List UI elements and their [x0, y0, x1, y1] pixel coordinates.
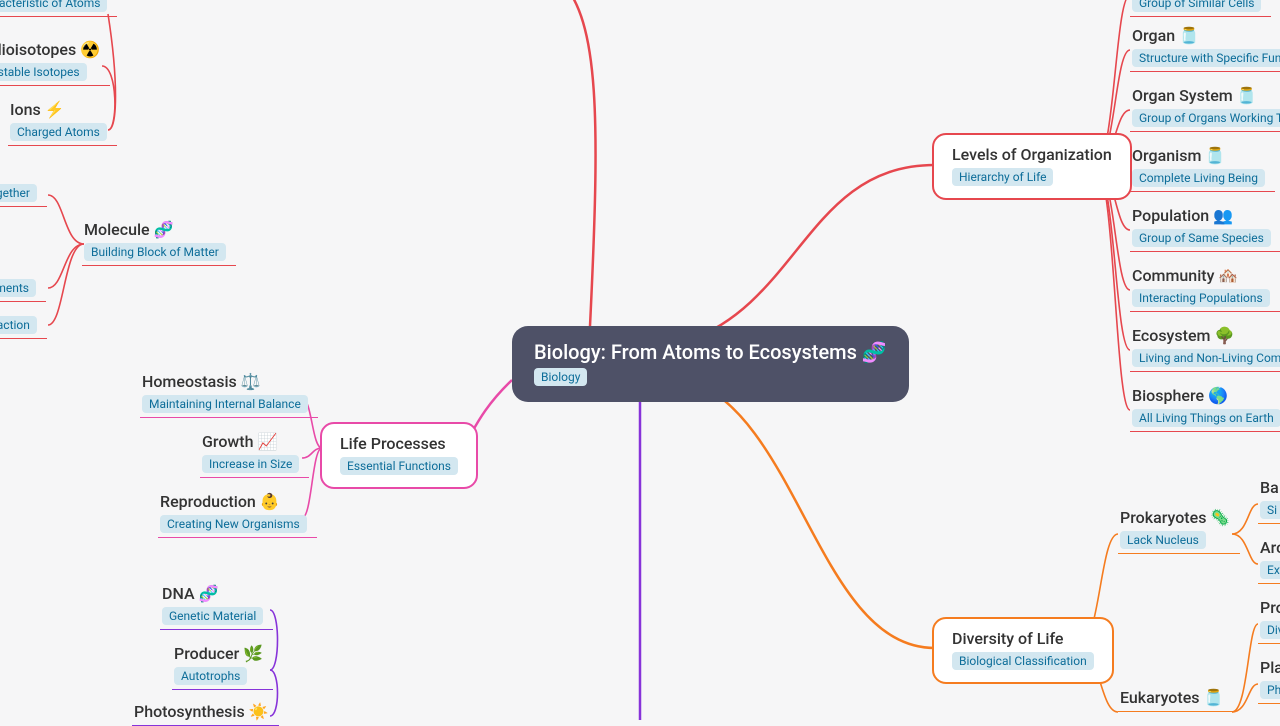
leaf-node[interactable]: Producer 🌿 Autotrophs: [172, 644, 273, 690]
branch-node[interactable]: Molecule 🧬 Building Block of Matter: [82, 220, 236, 266]
leaf-tag: Living and Non-Living Compon: [1132, 349, 1280, 367]
node-title: Levels of Organization: [952, 145, 1112, 164]
leaf-tag: Complete Living Being: [1132, 169, 1265, 187]
leaf-tag: Group of Similar Cells: [1132, 0, 1261, 12]
leaf-title: Producer 🌿: [174, 644, 263, 663]
leaf-node[interactable]: Eukaryotes 🫙: [1118, 688, 1233, 712]
leaf-node[interactable]: acteristic of Atoms: [0, 0, 117, 17]
leaf-title: Ba: [1260, 478, 1280, 497]
leaf-tag: Maintaining Internal Balance: [142, 395, 308, 413]
leaf-node[interactable]: Pla Pho: [1258, 658, 1280, 704]
node-title: Life Processes: [340, 434, 458, 453]
node-tag: Biological Classification: [952, 652, 1094, 670]
leaf-title: Pla: [1260, 658, 1280, 677]
leaf-tag: Group of Same Species: [1132, 229, 1271, 247]
leaf-tag: Interacting Populations: [1132, 289, 1270, 307]
leaf-tag: ogether: [0, 184, 37, 202]
leaf-title: Prokaryotes 🦠: [1120, 508, 1230, 527]
branch-node[interactable]: Diversity of Life Biological Classificati…: [932, 617, 1114, 684]
root-node[interactable]: Biology: From Atoms to Ecosystems 🧬 Biol…: [512, 326, 909, 402]
leaf-tag: Autotrophs: [174, 667, 247, 685]
leaf-title: Organism 🫙: [1132, 146, 1265, 165]
leaf-title: Biosphere 🌎: [1132, 386, 1280, 405]
branch-node[interactable]: Life Processes Essential Functions: [320, 422, 478, 489]
leaf-title: Reproduction 👶: [160, 492, 307, 511]
leaf-title: Growth 📈: [202, 432, 299, 451]
leaf-title: Eukaryotes 🫙: [1120, 688, 1223, 707]
leaf-tag: Ext: [1260, 561, 1280, 579]
leaf-tag: acteristic of Atoms: [0, 0, 107, 12]
leaf-tag: Genetic Material: [162, 607, 263, 625]
leaf-node[interactable]: ements: [0, 275, 46, 302]
leaf-tag: Group of Organs Working Toget: [1132, 109, 1280, 127]
leaf-tag: Lack Nucleus: [1120, 531, 1206, 549]
leaf-tag: Increase in Size: [202, 455, 299, 473]
leaf-title: Arc: [1260, 538, 1280, 557]
leaf-title: Pro: [1260, 598, 1280, 617]
leaf-tag: Creating New Organisms: [160, 515, 307, 533]
leaf-tag: Si: [1260, 501, 1280, 519]
leaf-node[interactable]: Prokaryotes 🦠 Lack Nucleus: [1118, 508, 1240, 554]
leaf-node[interactable]: Homeostasis ⚖️ Maintaining Internal Balan…: [140, 372, 318, 418]
leaf-tag: Structure with Specific Functio: [1132, 49, 1280, 67]
leaf-node[interactable]: Pro Div: [1258, 598, 1280, 644]
leaf-tag: Charged Atoms: [10, 123, 107, 141]
leaf-title: Organ System 🫙: [1132, 86, 1280, 105]
leaf-node[interactable]: Organism 🫙 Complete Living Being: [1130, 146, 1275, 192]
leaf-title: Organ 🫙: [1132, 26, 1280, 45]
leaf-tag: Div: [1260, 621, 1280, 639]
leaf-tag: nstable Isotopes: [0, 63, 87, 81]
leaf-node[interactable]: Ecosystem 🌳 Living and Non-Living Compon: [1130, 326, 1280, 372]
node-title: Molecule 🧬: [84, 220, 226, 239]
node-tag: Hierarchy of Life: [952, 168, 1053, 186]
leaf-title: Population 👥: [1132, 206, 1271, 225]
leaf-node[interactable]: Ba Si: [1258, 478, 1280, 524]
leaf-tag: ements: [0, 279, 36, 297]
leaf-node[interactable]: Biosphere 🌎 All Living Things on Earth: [1130, 386, 1280, 432]
leaf-title: Photosynthesis ☀️: [134, 702, 269, 721]
leaf-title: Community 🏘️: [1132, 266, 1270, 285]
leaf-node[interactable]: adioisotopes ☢️ nstable Isotopes: [0, 40, 110, 86]
leaf-tag: Pho: [1260, 681, 1280, 699]
leaf-node[interactable]: Reproduction 👶 Creating New Organisms: [158, 492, 317, 538]
leaf-node[interactable]: traction: [0, 312, 47, 339]
leaf-node[interactable]: ogether: [0, 180, 47, 207]
leaf-node[interactable]: Organ 🫙 Structure with Specific Functio: [1130, 26, 1280, 72]
leaf-tag: All Living Things on Earth: [1132, 409, 1280, 427]
leaf-node[interactable]: Ions ⚡ Charged Atoms: [8, 100, 117, 146]
leaf-node[interactable]: Growth 📈 Increase in Size: [200, 432, 309, 478]
node-tag: Essential Functions: [340, 457, 458, 475]
root-title: Biology: From Atoms to Ecosystems 🧬: [534, 340, 887, 364]
leaf-node[interactable]: Photosynthesis ☀️: [132, 702, 279, 726]
node-tag: Building Block of Matter: [84, 243, 226, 261]
leaf-title: Ecosystem 🌳: [1132, 326, 1280, 345]
leaf-node[interactable]: Organ System 🫙 Group of Organs Working To…: [1130, 86, 1280, 132]
leaf-tag: traction: [0, 316, 37, 334]
leaf-title: adioisotopes ☢️: [0, 40, 100, 59]
root-tag: Biology: [534, 368, 587, 386]
leaf-node[interactable]: Arc Ext: [1258, 538, 1280, 584]
leaf-title: Ions ⚡: [10, 100, 107, 119]
leaf-node[interactable]: Population 👥 Group of Same Species: [1130, 206, 1280, 252]
leaf-node[interactable]: Community 🏘️ Interacting Populations: [1130, 266, 1280, 312]
leaf-title: DNA 🧬: [162, 584, 263, 603]
leaf-node[interactable]: DNA 🧬 Genetic Material: [160, 584, 273, 630]
leaf-title: Homeostasis ⚖️: [142, 372, 308, 391]
leaf-node[interactable]: Group of Similar Cells: [1130, 0, 1271, 17]
node-title: Diversity of Life: [952, 629, 1094, 648]
branch-node[interactable]: Levels of Organization Hierarchy of Life: [932, 133, 1132, 200]
